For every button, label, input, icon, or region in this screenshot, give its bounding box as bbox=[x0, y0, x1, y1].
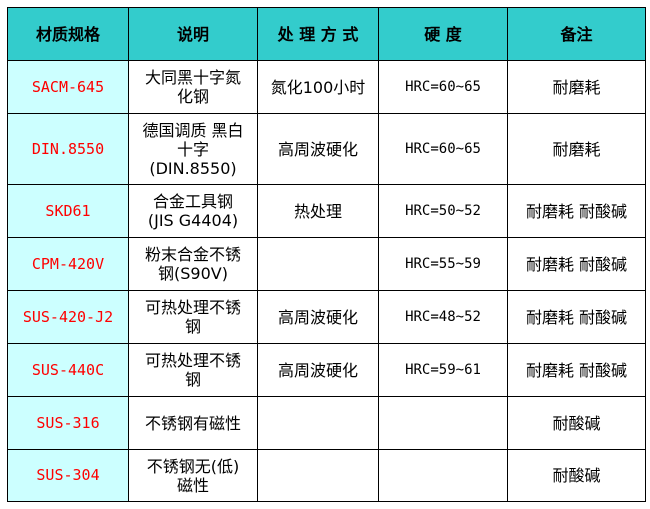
header-process: 处 理 方 式 bbox=[257, 7, 379, 61]
header-desc: 说明 bbox=[128, 7, 258, 61]
process-cell: 氮化100小时 bbox=[257, 60, 379, 114]
process-cell: 热处理 bbox=[257, 184, 379, 238]
hardness-cell: HRC=59~61 bbox=[378, 343, 508, 397]
desc-cell: 可热处理不锈 钢 bbox=[128, 290, 258, 344]
spec-cell: SUS-420-J2 bbox=[7, 290, 129, 344]
spec-cell: DIN.8550 bbox=[7, 113, 129, 185]
note-cell: 耐酸碱 bbox=[507, 396, 646, 450]
spec-cell: SACM-645 bbox=[7, 60, 129, 114]
process-cell bbox=[257, 237, 379, 291]
desc-cell: 合金工具钢 (JIS G4404) bbox=[128, 184, 258, 238]
hardness-cell: HRC=60~65 bbox=[378, 60, 508, 114]
header-hardness: 硬 度 bbox=[378, 7, 508, 61]
hardness-cell: HRC=60~65 bbox=[378, 113, 508, 185]
desc-cell: 大同黑十字氮 化钢 bbox=[128, 60, 258, 114]
hardness-cell: HRC=48~52 bbox=[378, 290, 508, 344]
hardness-cell bbox=[378, 396, 508, 450]
note-cell: 耐磨耗 耐酸碱 bbox=[507, 343, 646, 397]
hardness-cell bbox=[378, 449, 508, 502]
header-row: 材质规格 说明 处 理 方 式 硬 度 备注 bbox=[7, 7, 646, 61]
table-row: SKD61 合金工具钢 (JIS G4404) 热处理 HRC=50~52 耐磨耗 耐酸… bbox=[7, 184, 646, 238]
desc-cell: 不锈钢有磁性 bbox=[128, 396, 258, 450]
note-cell: 耐酸碱 bbox=[507, 449, 646, 502]
table-row: SACM-645 大同黑十字氮 化钢 氮化100小时 HRC=60~65 耐磨耗 bbox=[7, 60, 646, 114]
process-cell: 高周波硬化 bbox=[257, 343, 379, 397]
hardness-cell: HRC=50~52 bbox=[378, 184, 508, 238]
spec-cell: SUS-304 bbox=[7, 449, 129, 502]
process-cell: 高周波硬化 bbox=[257, 290, 379, 344]
process-cell: 高周波硬化 bbox=[257, 113, 379, 185]
hardness-cell: HRC=55~59 bbox=[378, 237, 508, 291]
spec-cell: CPM-420V bbox=[7, 237, 129, 291]
header-note: 备注 bbox=[507, 7, 646, 61]
table-row: SUS-304 不锈钢无(低) 磁性 耐酸碱 bbox=[7, 449, 646, 502]
desc-cell: 可热处理不锈 钢 bbox=[128, 343, 258, 397]
material-table: 材质规格 说明 处 理 方 式 硬 度 备注 SACM-645 大同黑十字氮 化钢… bbox=[7, 7, 646, 502]
table-row: DIN.8550 德国调质 黑白 十字 (DIN.8550) 高周波硬化 HRC=60… bbox=[7, 113, 646, 185]
table-row: CPM-420V 粉末合金不锈 钢(S90V) HRC=55~59 耐磨耗 耐酸碱 bbox=[7, 237, 646, 291]
note-cell: 耐磨耗 耐酸碱 bbox=[507, 290, 646, 344]
table-row: SUS-440C 可热处理不锈 钢高周波硬化 HRC=59~61 耐磨耗 耐酸碱 bbox=[7, 343, 646, 397]
table-row: SUS-316 不锈钢有磁性 耐酸碱 bbox=[7, 396, 646, 450]
process-cell bbox=[257, 396, 379, 450]
note-cell: 耐磨耗 bbox=[507, 60, 646, 114]
desc-cell: 德国调质 黑白 十字 (DIN.8550) bbox=[128, 113, 258, 185]
spec-cell: SUS-316 bbox=[7, 396, 129, 450]
table-row: SUS-420-J2 可热处理不锈 钢高周波硬化 HRC=48~52 耐磨耗 耐酸碱 bbox=[7, 290, 646, 344]
desc-cell: 粉末合金不锈 钢(S90V) bbox=[128, 237, 258, 291]
spec-cell: SKD61 bbox=[7, 184, 129, 238]
note-cell: 耐磨耗 耐酸碱 bbox=[507, 184, 646, 238]
note-cell: 耐磨耗 耐酸碱 bbox=[507, 237, 646, 291]
process-cell bbox=[257, 449, 379, 502]
spec-cell: SUS-440C bbox=[7, 343, 129, 397]
header-spec: 材质规格 bbox=[7, 7, 129, 61]
desc-cell: 不锈钢无(低) 磁性 bbox=[128, 449, 258, 502]
note-cell: 耐磨耗 bbox=[507, 113, 646, 185]
